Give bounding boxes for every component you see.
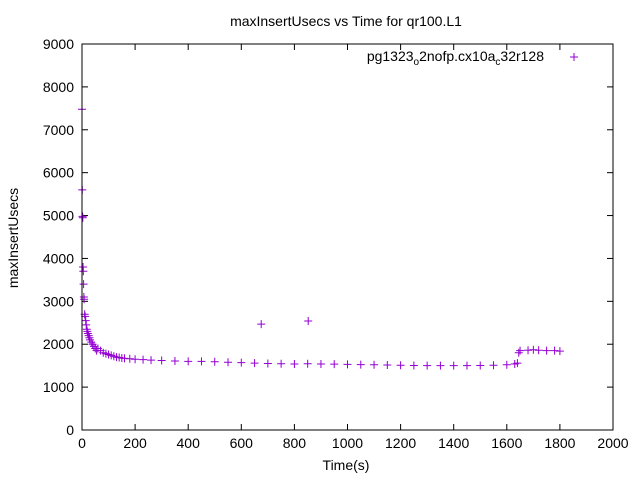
data-point xyxy=(409,361,418,370)
y-tick-label: 8000 xyxy=(43,79,74,95)
data-point xyxy=(330,360,339,369)
data-point xyxy=(81,312,90,321)
x-tick-label: 2000 xyxy=(597,435,628,451)
data-point xyxy=(79,267,88,276)
y-tick-label: 9000 xyxy=(43,36,74,52)
data-point xyxy=(82,320,91,329)
data-point xyxy=(84,331,93,340)
y-axis-label: maxInsertUsecs xyxy=(5,188,21,288)
data-point xyxy=(304,317,313,326)
data-point xyxy=(237,358,246,367)
data-point xyxy=(197,357,206,366)
chart-title: maxInsertUsecs vs Time for qr100.L1 xyxy=(230,13,462,29)
data-point xyxy=(462,361,471,370)
x-tick-label: 0 xyxy=(78,435,86,451)
x-tick-label: 600 xyxy=(230,435,254,451)
data-point xyxy=(396,361,405,370)
data-point xyxy=(476,361,485,370)
data-point xyxy=(89,342,98,351)
data-point xyxy=(170,356,179,365)
data-point xyxy=(210,357,219,366)
x-tick-label: 1800 xyxy=(544,435,575,451)
data-point xyxy=(542,346,551,355)
data-point xyxy=(88,340,97,349)
data-point xyxy=(303,359,312,368)
data-point xyxy=(257,320,266,329)
data-point xyxy=(316,359,325,368)
data-point xyxy=(290,359,299,368)
legend-label-part: o xyxy=(414,57,420,68)
data-point xyxy=(79,280,88,289)
data-point xyxy=(147,356,156,365)
plot-frame xyxy=(81,43,614,431)
data-point xyxy=(534,346,543,355)
series xyxy=(78,105,564,370)
data-point xyxy=(139,355,148,364)
data-point xyxy=(489,361,498,370)
data-point xyxy=(78,213,87,222)
axis-ticks: 0 200 400 600 800 1000 1200 1400 1600 1800 2000 0 10… xyxy=(43,36,629,451)
x-tick-label: 400 xyxy=(177,435,201,451)
y-tick-label: 0 xyxy=(66,422,74,438)
data-point xyxy=(343,360,352,369)
series-layer xyxy=(78,105,564,370)
data-point xyxy=(423,361,432,370)
x-tick-label: 800 xyxy=(283,435,307,451)
legend-symbol xyxy=(570,53,578,61)
x-tick-label: 1000 xyxy=(332,435,363,451)
x-axis-label: Time(s) xyxy=(323,457,370,473)
data-point xyxy=(555,347,564,356)
data-point xyxy=(83,329,92,338)
data-point xyxy=(82,325,91,334)
data-point xyxy=(250,359,259,368)
data-point xyxy=(157,356,166,365)
legend-label-part: 32r128 xyxy=(500,48,544,64)
x-tick-label: 1600 xyxy=(491,435,522,451)
data-point xyxy=(83,327,92,336)
legend-marker xyxy=(570,53,578,61)
data-point xyxy=(81,316,90,325)
data-point xyxy=(85,333,94,342)
data-point xyxy=(263,359,272,368)
data-point xyxy=(436,361,445,370)
x-tick-label: 200 xyxy=(123,435,147,451)
y-tick-label: 5000 xyxy=(43,208,74,224)
y-tick-label: 1000 xyxy=(43,379,74,395)
data-point xyxy=(449,361,458,370)
data-point xyxy=(80,295,89,304)
data-point xyxy=(356,360,365,369)
y-tick-label: 4000 xyxy=(43,250,74,266)
y-tick-label: 7000 xyxy=(43,122,74,138)
y-tick-label: 6000 xyxy=(43,165,74,181)
data-point xyxy=(224,358,233,367)
data-point xyxy=(514,348,523,357)
y-tick-label: 3000 xyxy=(43,293,74,309)
legend-label-part: c xyxy=(495,57,500,68)
legend-label-part: 2nofp.cx10a xyxy=(419,48,495,64)
legend-label-part: pg1323 xyxy=(367,48,414,64)
legend-label: pg1323o​2nofp.cx10ac​32r128 xyxy=(367,48,544,68)
data-point xyxy=(85,335,94,344)
x-tick-label: 1400 xyxy=(438,435,469,451)
data-point xyxy=(383,361,392,370)
data-point xyxy=(513,359,522,368)
legend: pg1323o​2nofp.cx10ac​32r128 xyxy=(367,48,578,68)
data-point xyxy=(184,357,193,366)
data-point xyxy=(131,355,140,364)
data-point xyxy=(277,359,286,368)
y-tick-label: 2000 xyxy=(43,336,74,352)
data-point xyxy=(502,360,511,369)
x-tick-label: 1200 xyxy=(385,435,416,451)
data-point xyxy=(87,338,96,347)
data-point xyxy=(370,360,379,369)
data-point xyxy=(516,346,525,355)
